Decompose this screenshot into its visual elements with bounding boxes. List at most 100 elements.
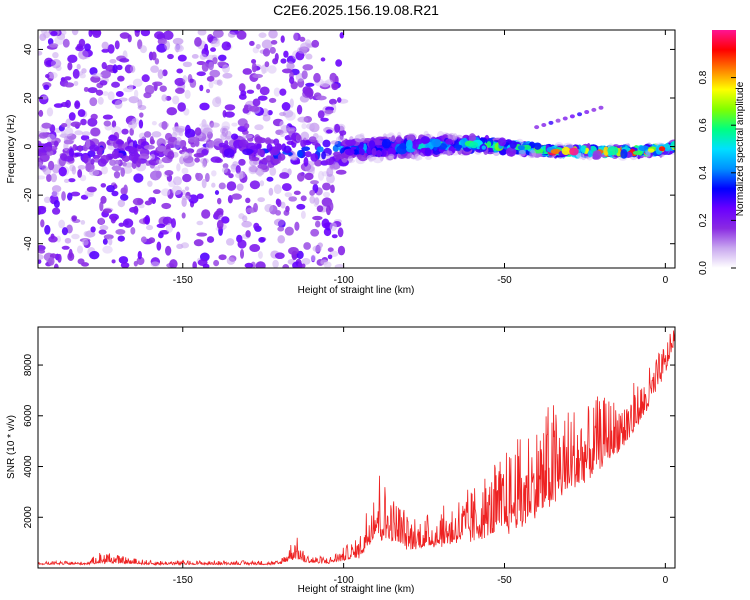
spectrogram-cell: [172, 37, 184, 45]
spectrogram-cell: [99, 201, 104, 212]
spectrogram-cell: [147, 180, 153, 187]
spectrogram-cell: [167, 53, 174, 60]
spectrogram-cell: [70, 191, 81, 197]
spectrogram-cell: [184, 128, 196, 139]
spectrogram-cell: [60, 123, 68, 128]
spectrogram-cell: [165, 245, 172, 256]
spectrogram-cell: [329, 222, 337, 232]
spectrogram-cell: [83, 86, 89, 93]
spectrogram-cell: [47, 160, 55, 171]
spectrogram-cell: [199, 84, 204, 92]
spectrogram-cell: [221, 127, 229, 138]
spectrogram-cell: [254, 124, 264, 131]
spectrogram-cell: [92, 30, 102, 39]
spectrogram-cell: [321, 218, 330, 229]
spectrogram-cell: [95, 89, 104, 96]
spectrogram-cell: [128, 146, 138, 157]
spectrogram-cell: [144, 215, 151, 225]
spectrogram-cell: [249, 40, 255, 46]
spectrogram-feature-cell: [534, 125, 540, 130]
spectrogram-cell: [139, 112, 144, 118]
spectrogram-cell: [133, 173, 144, 183]
spectrogram-cell: [62, 38, 70, 48]
colorbar: 0.0 0.2 0.4 0.6 0.8 Normalized spectral ampl…: [698, 30, 746, 275]
spectrogram-cell: [102, 114, 114, 120]
spectrogram-cell: [224, 111, 235, 118]
spectrogram-cell: [67, 54, 78, 63]
spectrogram-cell: [264, 61, 270, 68]
spectrogram-cell: [51, 190, 60, 198]
spectrogram-cell: [73, 80, 79, 86]
spectrogram-cell: [148, 237, 156, 244]
spectrogram-cell: [77, 145, 83, 153]
spectrogram-cell: [83, 231, 89, 237]
spectrogram-cell: [157, 69, 164, 80]
spectrogram-cell: [102, 91, 109, 96]
spectrogram-cell: [395, 136, 402, 143]
spectrogram-cell: [97, 96, 104, 105]
spectrogram-cell: [100, 195, 107, 204]
spectrogram-cell: [123, 162, 135, 168]
spectrogram-cell: [208, 140, 215, 148]
spectrogram-cell: [44, 224, 51, 235]
spectrogram-cell: [184, 186, 190, 191]
spectrogram-cell: [304, 151, 312, 158]
spectrogram-cell: [300, 139, 307, 148]
spectrogram-cell: [167, 151, 175, 160]
spectrogram-cell: [38, 132, 49, 139]
spectrogram-cell: [266, 176, 274, 182]
spectrogram-cell: [100, 183, 107, 188]
spectrogram-cell: [300, 210, 306, 219]
spectrogram-cell: [274, 252, 285, 260]
figure-title: C2E6.2025.156.19.08.R21: [273, 2, 439, 18]
spectrogram-cell: [266, 143, 273, 152]
spectrogram-cell: [236, 30, 247, 40]
spectrogram-cell: [38, 253, 44, 261]
spectrogram-cell: [561, 146, 571, 156]
spectrogram-cell: [102, 245, 113, 254]
spectrogram-cell: [64, 127, 74, 137]
spectrogram-cell: [550, 148, 562, 154]
spectrogram-cell: [297, 261, 302, 268]
spectrogram-cell: [303, 242, 311, 250]
snr-xtick-label: -150: [173, 575, 193, 586]
spectrogram-cell: [256, 83, 261, 90]
spectrogram-cell: [221, 167, 228, 174]
spectrogram-cell: [314, 220, 321, 228]
spectrogram-cell: [272, 259, 279, 268]
spectrogram-cell: [279, 120, 285, 129]
spectrogram-cell: [517, 145, 526, 151]
spectrogram-cell: [223, 148, 235, 158]
spectrogram-cell: [53, 199, 60, 208]
spectrogram-cell: [300, 131, 310, 141]
spectrogram-cell: [111, 190, 119, 197]
spectrogram-cell: [258, 32, 267, 38]
spectrogram-cell: [249, 165, 259, 173]
spectrogram-cell: [61, 245, 70, 250]
spectrogram-feature-cell: [584, 110, 590, 115]
spectrogram-cell: [177, 102, 186, 112]
spectrogram-cell: [46, 133, 56, 143]
spectrogram-cell: [316, 205, 324, 213]
spectrogram-cell: [281, 68, 293, 74]
spectrogram-cell: [339, 130, 347, 136]
spectrogram-cells: [38, 30, 675, 268]
spectrogram-cell: [580, 145, 586, 154]
spectrogram-cell: [90, 158, 95, 165]
spectrogram-cell: [245, 142, 257, 151]
spectrogram-cell: [80, 118, 87, 126]
snr-ytick-label: 6000: [23, 404, 34, 427]
spectrogram-cell: [122, 218, 134, 228]
spectrogram-cell: [71, 216, 77, 222]
spectrogram-cell: [239, 248, 245, 259]
spectrogram-cell: [411, 140, 419, 150]
spectrogram-cell: [194, 157, 200, 163]
spectrogram-feature-cell: [569, 114, 575, 119]
spectrogram-cell: [300, 195, 307, 202]
spectrogram-cell: [607, 146, 619, 156]
spectrogram-cell: [43, 196, 51, 204]
spectrogram-cell: [61, 227, 69, 236]
spectrogram-cell: [262, 48, 271, 57]
spectrogram-cell: [57, 253, 62, 263]
spectrogram-cell: [208, 61, 214, 71]
